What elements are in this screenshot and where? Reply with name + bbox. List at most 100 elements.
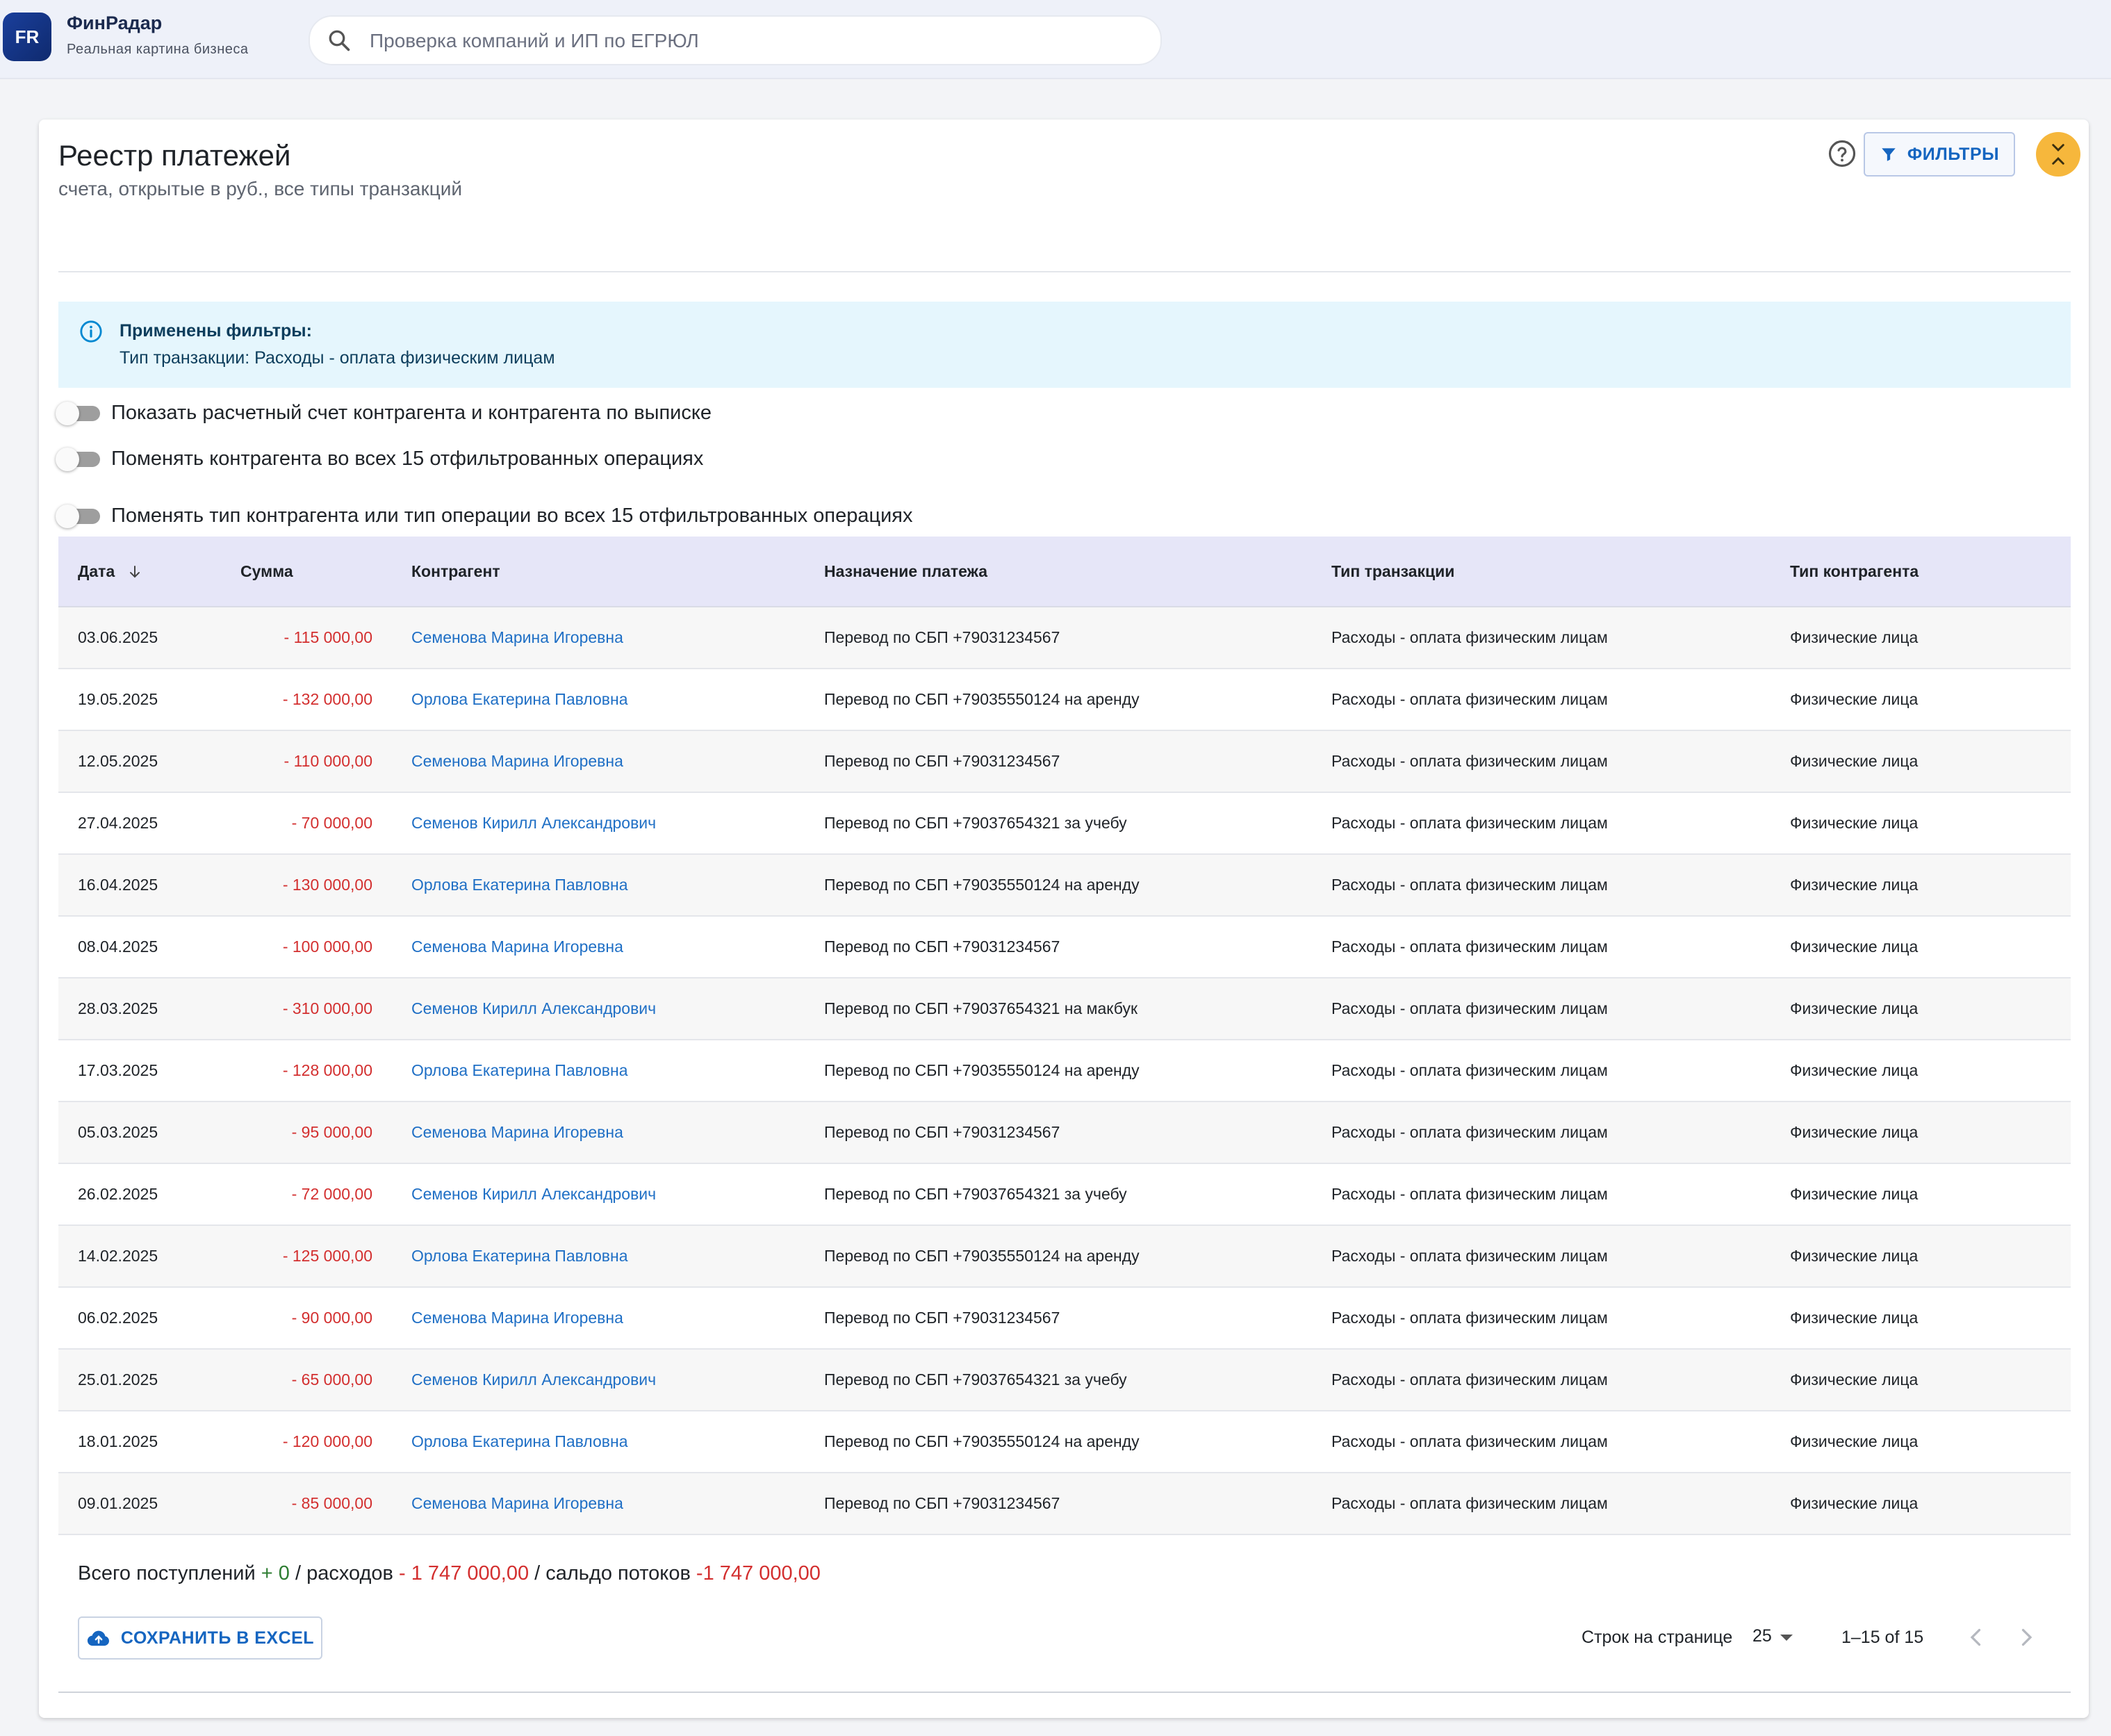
cell-purpose: Перевод по СБП +79037654321 на макбук [824, 978, 1331, 1040]
cell-counterparty[interactable]: Семенов Кирилл Александрович [411, 1349, 824, 1411]
expense-label: / расходов [295, 1562, 393, 1584]
income-value: + 0 [261, 1562, 290, 1584]
cell-counterparty[interactable]: Семенов Кирилл Александрович [411, 792, 824, 855]
table-row[interactable]: 26.02.2025- 72 000,00 Семенов Кирилл Алек… [58, 1163, 2071, 1226]
collapse-button[interactable] [2036, 132, 2080, 177]
toggle-change-type[interactable]: Поменять тип контрагента или тип операци… [56, 500, 1306, 531]
expense-value: - 1 747 000,00 [399, 1562, 529, 1584]
toggle-thumb[interactable] [56, 402, 79, 425]
cell-counterparty[interactable]: Орлова Екатерина Павловна [411, 1225, 824, 1288]
cell-amount: - 65 000,00 [228, 1349, 411, 1411]
chevron-left-icon[interactable] [1964, 1625, 1989, 1650]
balance-value: -1 747 000,00 [696, 1562, 821, 1584]
cell-purpose: Перевод по СБП +79035550124 на аренду [824, 1040, 1331, 1102]
filters-button-label: ФИЛЬТРЫ [1907, 144, 2000, 164]
table-row[interactable]: 27.04.2025- 70 000,00 Семенов Кирилл Алек… [58, 792, 2071, 855]
cell-amount: - 90 000,00 [228, 1287, 411, 1350]
cell-purpose: Перевод по СБП +79035550124 на аренду [824, 669, 1331, 731]
chevron-right-icon[interactable] [2014, 1625, 2039, 1650]
cell-date: 14.02.2025 [58, 1225, 228, 1288]
cell-purpose: Перевод по СБП +79031234567 [824, 1287, 1331, 1350]
totals-summary: Всего поступлений + 0 / расходов - 1 747… [78, 1562, 821, 1585]
column-header-purpose[interactable]: Назначение платежа [824, 537, 1331, 607]
table-row[interactable]: 19.05.2025- 132 000,00 Орлова Екатерина П… [58, 669, 2071, 731]
search-bar[interactable] [309, 15, 1162, 65]
cell-tx-type: Расходы - оплата физическим лицам [1331, 792, 1790, 855]
cell-purpose: Перевод по СБП +79031234567 [824, 1473, 1331, 1535]
app-name[interactable]: ФинРадар [67, 13, 163, 33]
toggle-change-counterparty[interactable]: Поменять контрагента во всех 15 отфильтр… [56, 443, 1306, 474]
cell-tx-type: Расходы - оплата физическим лицам [1331, 1225, 1790, 1288]
cell-counterparty[interactable]: Семенова Марина Игоревна [411, 607, 824, 669]
table-row[interactable]: 28.03.2025- 310 000,00 Семенов Кирилл Але… [58, 978, 2071, 1040]
cell-amount: - 130 000,00 [228, 854, 411, 917]
toggle-show-account[interactable]: Показать расчетный счет контрагента и ко… [56, 398, 1306, 428]
table-row[interactable]: 25.01.2025- 65 000,00 Семенов Кирилл Алек… [58, 1349, 2071, 1411]
column-header-date[interactable]: Дата [58, 537, 228, 607]
cell-counterparty[interactable]: Орлова Екатерина Павловна [411, 669, 824, 731]
pagination-range: 1–15 of 15 [1841, 1628, 1924, 1647]
logo-badge[interactable]: FR [3, 13, 51, 61]
table-row[interactable]: 16.04.2025- 130 000,00 Орлова Екатерина П… [58, 854, 2071, 917]
cell-purpose: Перевод по СБП +79037654321 за учебу [824, 792, 1331, 855]
cell-purpose: Перевод по СБП +79031234567 [824, 607, 1331, 669]
column-header-label: Контрагент [411, 562, 500, 580]
cell-purpose: Перевод по СБП +79031234567 [824, 916, 1331, 978]
caret-down-icon[interactable] [1780, 1635, 1793, 1641]
column-header-party-type[interactable]: Тип контрагента [1790, 537, 2071, 607]
column-header-label: Тип транзакции [1331, 562, 1455, 580]
info-icon [80, 320, 102, 343]
arrow-down-icon[interactable] [126, 564, 143, 580]
save-excel-button[interactable]: СОХРАНИТЬ В EXCEL [78, 1616, 322, 1660]
rows-per-page-select[interactable]: 25 [1752, 1626, 1772, 1646]
table-row[interactable]: 05.03.2025- 95 000,00 Семенова Марина Иго… [58, 1102, 2071, 1164]
column-header-amount[interactable]: Сумма [228, 537, 411, 607]
toggle-thumb[interactable] [56, 505, 79, 528]
table-row[interactable]: 14.02.2025- 125 000,00 Орлова Екатерина П… [58, 1225, 2071, 1288]
cell-party-type: Физические лица [1790, 1411, 2071, 1473]
cell-tx-type: Расходы - оплата физическим лицам [1331, 1287, 1790, 1350]
save-excel-label: СОХРАНИТЬ В EXCEL [120, 1628, 315, 1648]
cell-counterparty[interactable]: Орлова Екатерина Павловна [411, 1411, 824, 1473]
payments-registry-card: Реестр платежей счета, открытые в руб., … [39, 120, 2089, 1718]
table-row[interactable]: 18.01.2025- 120 000,00 Орлова Екатерина П… [58, 1411, 2071, 1473]
cell-amount: - 70 000,00 [228, 792, 411, 855]
alert-title: Применены фильтры: [120, 321, 312, 341]
column-header-tx-type[interactable]: Тип транзакции [1331, 537, 1790, 607]
table-row[interactable]: 03.06.2025- 115 000,00 Семенова Марина Иг… [58, 607, 2071, 669]
cell-counterparty[interactable]: Семенова Марина Игоревна [411, 1102, 824, 1164]
cell-party-type: Физические лица [1790, 1473, 2071, 1535]
cell-counterparty[interactable]: Семенова Марина Игоревна [411, 1287, 824, 1350]
table-row[interactable]: 09.01.2025- 85 000,00 Семенова Марина Иго… [58, 1473, 2071, 1535]
table-row[interactable]: 08.04.2025- 100 000,00 Семенова Марина Иг… [58, 916, 2071, 978]
cell-party-type: Физические лица [1790, 1040, 2071, 1102]
cell-counterparty[interactable]: Семенова Марина Игоревна [411, 1473, 824, 1535]
cell-party-type: Физические лица [1790, 730, 2071, 793]
cell-tx-type: Расходы - оплата физическим лицам [1331, 669, 1790, 731]
cell-amount: - 125 000,00 [228, 1225, 411, 1288]
applied-filters-alert: Применены фильтры: Тип транзакции: Расхо… [58, 302, 2071, 388]
filter-icon [1882, 148, 1896, 161]
table-row[interactable]: 06.02.2025- 90 000,00 Семенова Марина Иго… [58, 1287, 2071, 1350]
search-input[interactable] [368, 25, 1135, 57]
cell-amount: - 132 000,00 [228, 669, 411, 731]
cell-counterparty[interactable]: Орлова Екатерина Павловна [411, 1040, 824, 1102]
cell-amount: - 110 000,00 [228, 730, 411, 793]
cell-party-type: Физические лица [1790, 1225, 2071, 1288]
column-header-counterparty[interactable]: Контрагент [411, 537, 824, 607]
cell-counterparty[interactable]: Семенов Кирилл Александрович [411, 1163, 824, 1226]
filters-button[interactable]: ФИЛЬТРЫ [1864, 132, 2015, 177]
cell-counterparty[interactable]: Семенов Кирилл Александрович [411, 978, 824, 1040]
cell-counterparty[interactable]: Орлова Екатерина Павловна [411, 854, 824, 917]
table-row[interactable]: 12.05.2025- 110 000,00 Семенова Марина Иг… [58, 730, 2071, 793]
toggle-thumb[interactable] [56, 448, 79, 471]
table-row[interactable]: 17.03.2025- 128 000,00 Орлова Екатерина П… [58, 1040, 2071, 1102]
cell-counterparty[interactable]: Семенова Марина Игоревна [411, 730, 824, 793]
cell-tx-type: Расходы - оплата физическим лицам [1331, 1102, 1790, 1164]
cell-party-type: Физические лица [1790, 1287, 2071, 1350]
cell-counterparty[interactable]: Семенова Марина Игоревна [411, 916, 824, 978]
cell-amount: - 100 000,00 [228, 916, 411, 978]
toggle-label: Поменять контрагента во всех 15 отфильтр… [111, 448, 704, 470]
cell-party-type: Физические лица [1790, 792, 2071, 855]
help-circle-icon[interactable] [1827, 139, 1857, 168]
